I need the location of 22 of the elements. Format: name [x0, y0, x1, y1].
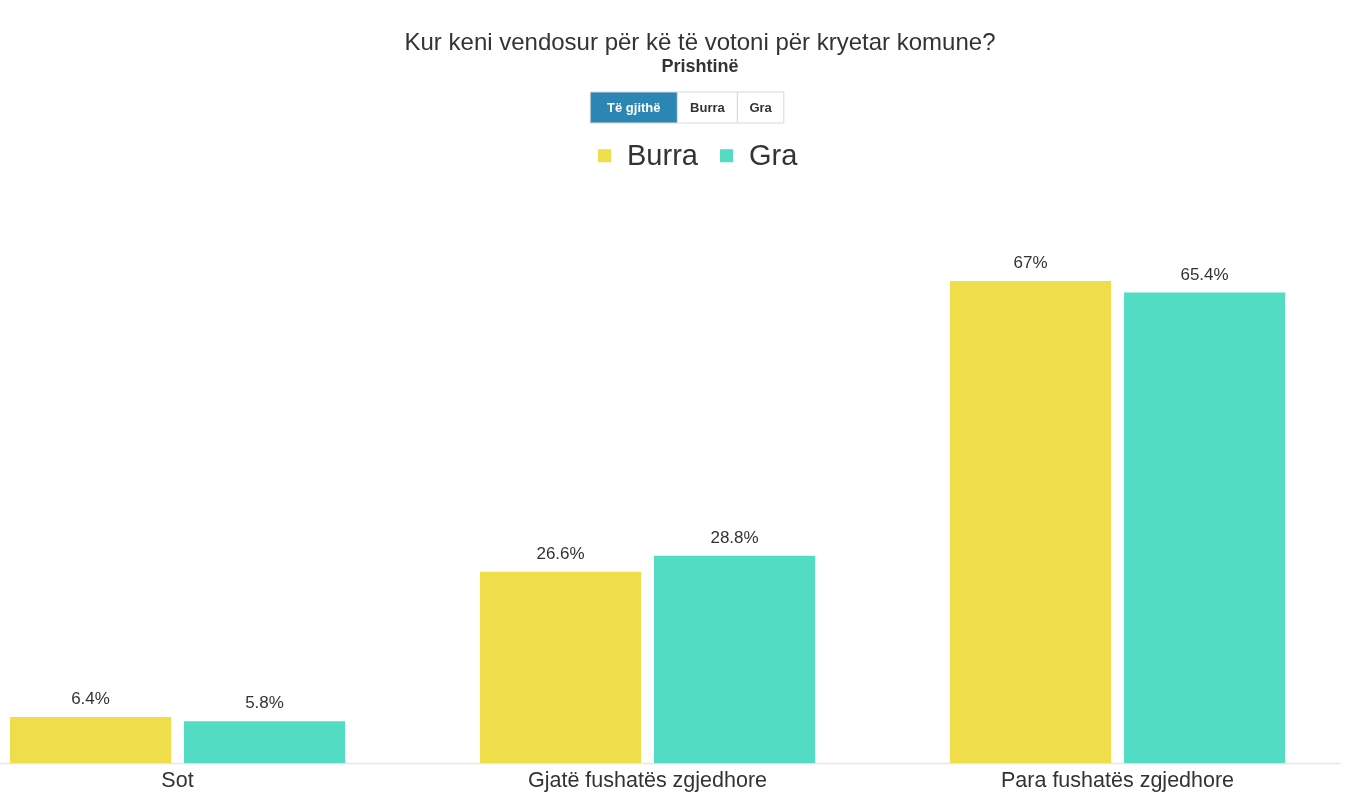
legend-label: Burra	[627, 138, 699, 171]
data-label: 67%	[1013, 253, 1048, 272]
text: Të gjithë	[607, 100, 661, 115]
x-tick-label: Sot	[161, 767, 194, 792]
chart-subtitle: Prishtinë	[661, 55, 739, 76]
data-label: 5.8%	[245, 693, 284, 713]
x-tick-label: Para fushatës zgjedhore	[1001, 767, 1235, 792]
data-label: 26.6%	[536, 543, 585, 563]
bar	[654, 555, 816, 763]
bar	[10, 716, 172, 763]
text: Burra	[690, 100, 726, 115]
bar	[480, 571, 642, 763]
data-label: 28.8%	[710, 527, 759, 547]
data-label: 65.4%	[1180, 264, 1229, 284]
bar	[950, 281, 1112, 763]
text: Gra	[749, 100, 773, 115]
bar	[1124, 292, 1286, 763]
chart-title: Kur keni vendosur për kë të votoni për kryetar komune?	[404, 27, 996, 55]
x-tick-label: Gjatë fushatës zgjedhore	[528, 767, 768, 792]
data-label: 6.4%	[71, 688, 110, 708]
bar	[184, 721, 346, 763]
legend-label: Gra	[749, 138, 799, 171]
